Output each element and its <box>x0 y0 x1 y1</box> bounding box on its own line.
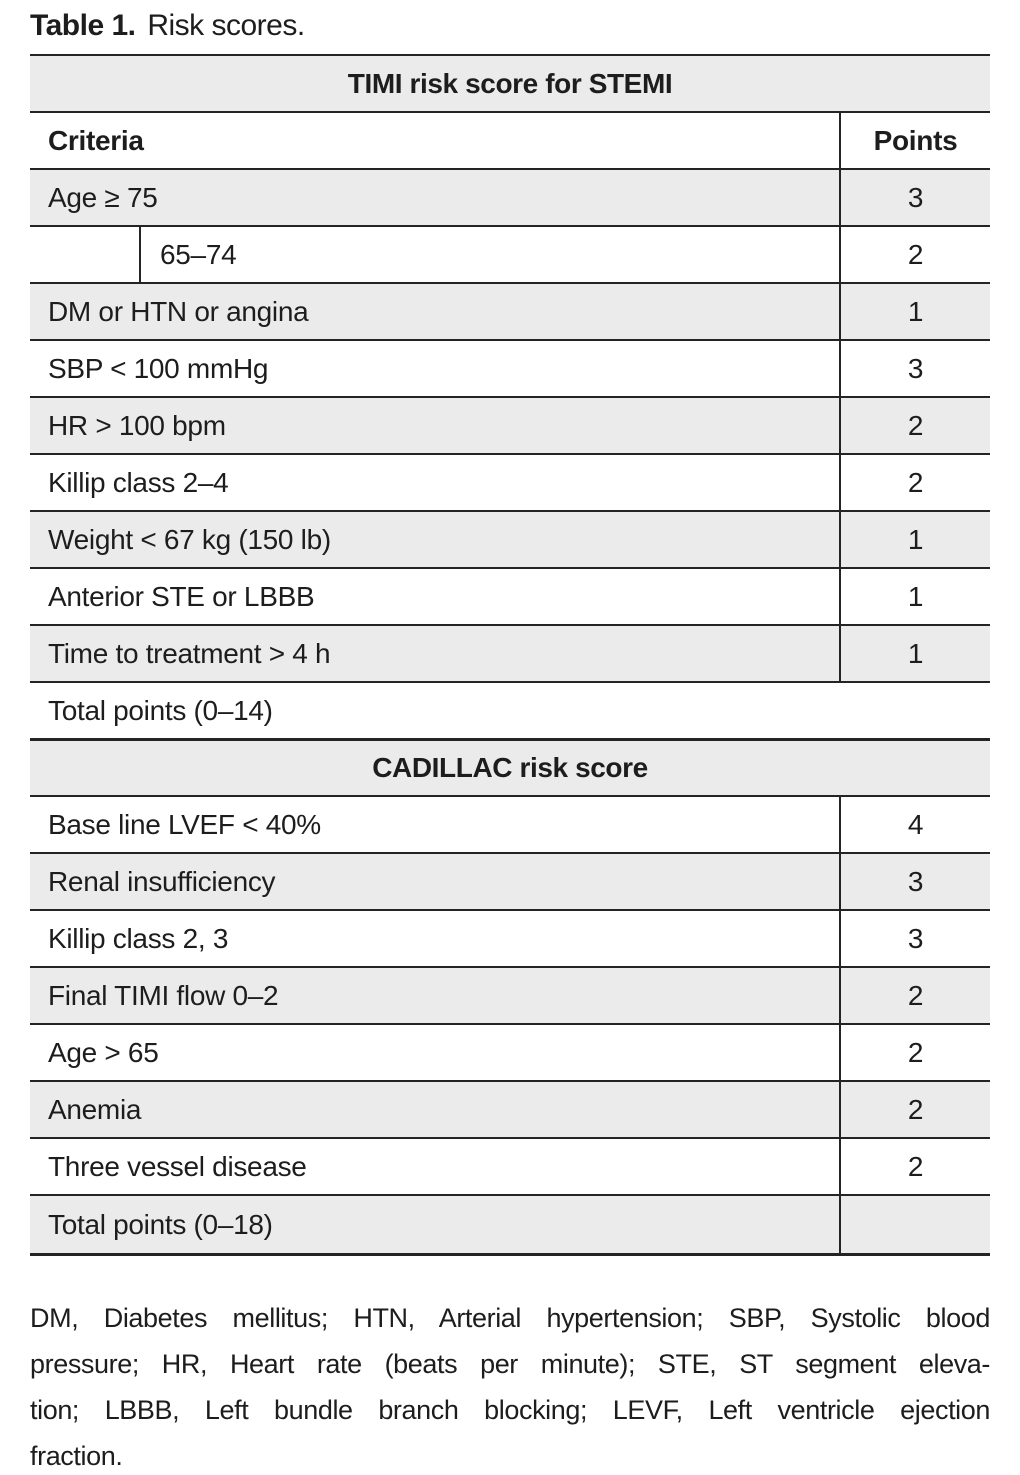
points-cell: 3 <box>839 170 990 225</box>
criteria-label: 65–74 <box>160 238 237 270</box>
footnote-line: fraction. <box>30 1441 123 1471</box>
points-cell: 1 <box>839 569 990 624</box>
table-row: Total points (0–14) <box>30 683 990 740</box>
table-row: Base line LVEF < 40% 4 <box>30 797 990 854</box>
table-row: Final TIMI flow 0–2 2 <box>30 968 990 1025</box>
criteria-cell: 65–74 <box>30 227 839 282</box>
points-cell: 3 <box>839 854 990 909</box>
table-row: DM or HTN or angina 1 <box>30 284 990 341</box>
points-cell: 3 <box>839 911 990 966</box>
points-cell: 2 <box>839 398 990 453</box>
table-row: Age > 65 2 <box>30 1025 990 1082</box>
footnote-line: pressure; HR, Heart rate (beats per minu… <box>30 1349 990 1379</box>
table-row: Age ≥ 75 3 <box>30 170 990 227</box>
table-row: Killip class 2, 3 3 <box>30 911 990 968</box>
cadillac-section: CADILLAC risk score Base line LVEF < 40%… <box>30 740 990 1253</box>
table-caption-label: Table 1. <box>30 9 136 42</box>
table-caption: Table 1. Risk scores. <box>30 9 990 43</box>
criteria-cell: Total points (0–18) <box>48 1208 273 1240</box>
criteria-cell: Three vessel disease <box>48 1150 307 1182</box>
table-caption-text: Risk scores. <box>147 9 305 42</box>
points-cell: 2 <box>839 1025 990 1080</box>
table-row: Time to treatment > 4 h 1 <box>30 626 990 683</box>
column-header-row: Criteria Points <box>30 113 990 170</box>
criteria-cell: Age ≥ 75 <box>48 181 158 213</box>
criteria-cell: Time to treatment > 4 h <box>48 637 331 669</box>
table-row: Anterior STE or LBBB 1 <box>30 569 990 626</box>
table-row: Weight < 67 kg (150 lb) 1 <box>30 512 990 569</box>
points-cell: 2 <box>839 1139 990 1194</box>
criteria-cell: HR > 100 bpm <box>48 409 226 441</box>
table-row: Killip class 2–4 2 <box>30 455 990 512</box>
table-row: 65–74 2 <box>30 227 990 284</box>
points-cell: 2 <box>839 455 990 510</box>
points-cell: 2 <box>839 968 990 1023</box>
points-cell: 1 <box>839 284 990 339</box>
criteria-cell: Total points (0–14) <box>48 694 273 726</box>
points-column-header: Points <box>839 113 990 168</box>
points-cell <box>839 1196 990 1253</box>
points-cell: 4 <box>839 797 990 852</box>
table-row: Anemia 2 <box>30 1082 990 1139</box>
table-row: Total points (0–18) <box>30 1196 990 1253</box>
table-footnote: DM, Diabetes mellitus; HTN, Arterial hyp… <box>30 1295 990 1475</box>
criteria-cell: Weight < 67 kg (150 lb) <box>48 523 331 555</box>
cadillac-section-header: CADILLAC risk score <box>30 740 990 797</box>
table-row: Renal insufficiency 3 <box>30 854 990 911</box>
footnote-line: tion; LBBB, Left bundle branch blocking;… <box>30 1395 990 1425</box>
points-cell: 2 <box>839 227 990 282</box>
criteria-cell: Anemia <box>48 1093 142 1125</box>
indent-spacer <box>30 227 141 282</box>
criteria-cell: Age > 65 <box>48 1036 159 1068</box>
footnote-line: DM, Diabetes mellitus; HTN, Arterial hyp… <box>30 1303 990 1333</box>
points-cell: 1 <box>839 512 990 567</box>
criteria-cell: Base line LVEF < 40% <box>48 808 321 840</box>
criteria-cell: Killip class 2, 3 <box>48 922 229 954</box>
criteria-cell: DM or HTN or angina <box>48 295 309 327</box>
cadillac-rows: Base line LVEF < 40% 4 Renal insufficiency… <box>30 797 990 1253</box>
criteria-cell: Renal insufficiency <box>48 865 276 897</box>
points-cell: 3 <box>839 341 990 396</box>
table-row: Three vessel disease 2 <box>30 1139 990 1196</box>
table-row: HR > 100 bpm 2 <box>30 398 990 455</box>
criteria-cell: SBP < 100 mmHg <box>48 352 269 384</box>
table-row: SBP < 100 mmHg 3 <box>30 341 990 398</box>
criteria-cell: Final TIMI flow 0–2 <box>48 979 279 1011</box>
timi-section: TIMI risk score for STEMI Criteria Point… <box>30 56 990 740</box>
timi-section-header: TIMI risk score for STEMI <box>30 56 990 113</box>
timi-rows: Age ≥ 75 3 65–74 2 DM or HTN or angina 1 SBP <… <box>30 170 990 740</box>
criteria-cell: Killip class 2–4 <box>48 466 229 498</box>
points-cell: 2 <box>839 1082 990 1137</box>
points-cell <box>839 683 990 738</box>
points-cell: 1 <box>839 626 990 681</box>
criteria-cell: Anterior STE or LBBB <box>48 580 315 612</box>
criteria-column-header: Criteria <box>48 124 144 156</box>
risk-score-table: TIMI risk score for STEMI Criteria Point… <box>30 54 990 1256</box>
